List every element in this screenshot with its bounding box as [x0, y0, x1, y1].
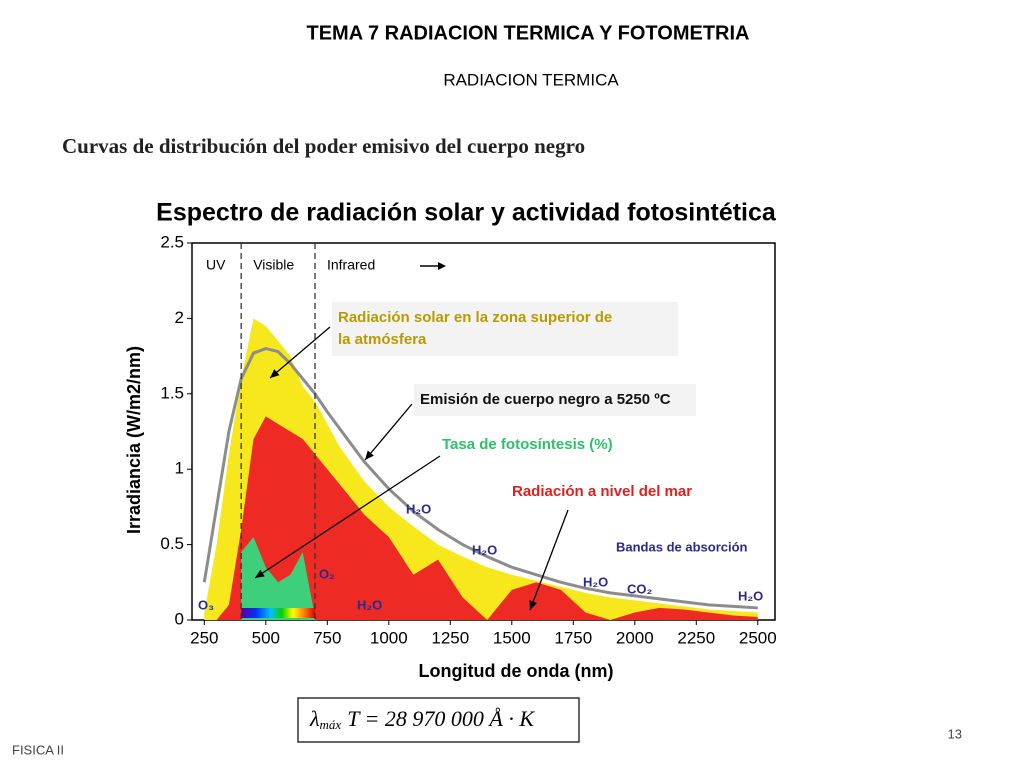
annotation-arrowhead — [270, 369, 280, 378]
annotation-bg — [332, 302, 678, 356]
series-area — [241, 537, 315, 620]
annotation-bg — [414, 384, 696, 416]
chart-title: Espectro de radiación solar y actividad … — [156, 199, 777, 227]
annotation-arrow — [269, 326, 331, 379]
formula-subscript: máx — [320, 717, 342, 732]
annotation: Tasa de fotosíntesis (%) — [442, 436, 613, 453]
annotation-arrowhead — [529, 600, 537, 610]
y-tick-label: 0.5 — [160, 534, 184, 553]
formula-box — [297, 697, 580, 743]
y-axis-title: Irradiancia (W/m2/nm) — [124, 346, 144, 534]
y-tick-label: 0 — [175, 609, 184, 628]
x-tick-label: 1000 — [370, 628, 408, 647]
formula-rest: T = 28 970 000 Å · K — [347, 706, 535, 731]
annotation: Radiación solar en la zona superior de la… — [338, 309, 612, 348]
region-label: Infrared — [327, 257, 375, 273]
annotation-arrow — [364, 403, 413, 461]
page-number: 13 — [948, 726, 962, 741]
absorption-label: O₂ — [319, 566, 335, 581]
slide-subtitle: RADIACION TERMICA — [443, 70, 619, 89]
x-axis-title: Longitud de onda (nm) — [419, 661, 614, 681]
y-tick-label: 2.5 — [160, 232, 184, 251]
absorption-label: O₃ — [198, 597, 214, 612]
absorption-label: H₂O — [583, 574, 608, 589]
x-tick-label: 1250 — [431, 628, 469, 647]
x-tick-label: 1500 — [493, 628, 531, 647]
formula-symbol: λ — [309, 706, 320, 731]
absorption-label: H₂O — [406, 501, 431, 516]
annotation-arrow — [529, 509, 569, 611]
region-label: Visible — [253, 257, 294, 273]
absorption-label: H₂O — [357, 597, 382, 612]
x-tick-label: 250 — [190, 628, 218, 647]
x-tick-label: 2000 — [616, 628, 654, 647]
annotation: Emisión de cuerpo negro a 5250 ºC — [420, 391, 671, 408]
annotation: Radiación a nivel del mar — [512, 483, 692, 500]
x-tick-label: 2500 — [739, 628, 777, 647]
section-heading: Curvas de distribución del poder emisivo… — [62, 134, 585, 158]
footer-label: FISICA II — [12, 742, 64, 757]
annotation-arrowhead — [255, 569, 265, 578]
formula: λmáx T = 28 970 000 Å · K — [309, 706, 535, 732]
absorption-label: H₂O — [472, 542, 497, 557]
x-tick-label: 750 — [313, 628, 341, 647]
x-tick-label: 500 — [252, 628, 280, 647]
y-tick-label: 1.5 — [160, 383, 184, 402]
slide-title: TEMA 7 RADIACION TERMICA Y FOTOMETRIA — [307, 22, 750, 44]
absorption-title: Bandas de absorción — [616, 539, 748, 554]
absorption-label: H₂O — [738, 588, 763, 603]
series-area — [204, 416, 758, 620]
annotation-arrow — [254, 455, 441, 579]
region-label: UV — [206, 257, 226, 273]
y-tick-label: 2 — [175, 308, 184, 327]
annotation-arrowhead — [365, 450, 374, 460]
x-tick-label: 1750 — [554, 628, 592, 647]
y-tick-label: 1 — [175, 459, 184, 478]
x-tick-label: 2250 — [677, 628, 715, 647]
visible-spectrum — [241, 608, 315, 618]
infrared-arrowhead — [438, 262, 446, 270]
absorption-label: CO₂ — [627, 581, 653, 596]
series-line — [202, 346, 758, 610]
plot — [202, 318, 758, 620]
